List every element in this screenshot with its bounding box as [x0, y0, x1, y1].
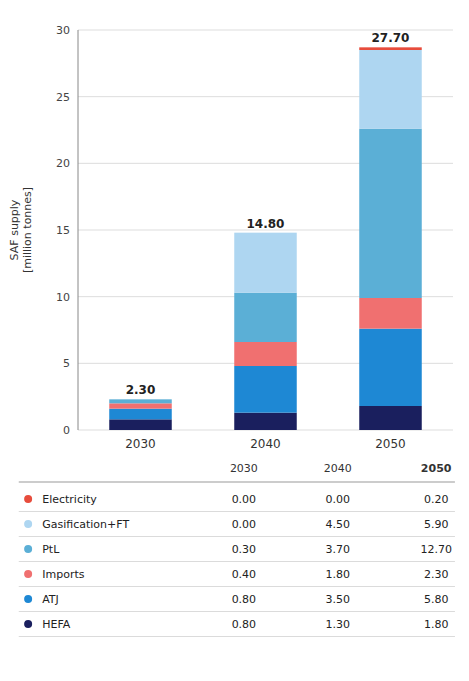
- y-axis-line: [78, 30, 79, 430]
- table-value: 1.80: [424, 618, 449, 631]
- table-value: 3.50: [325, 593, 350, 606]
- table-row-divider: [19, 611, 455, 612]
- x-tick-label: 2050: [375, 437, 406, 451]
- y-axis-label-line: SAF supply: [8, 199, 21, 260]
- table-value: 0.00: [232, 518, 257, 531]
- table-value: 0.00: [325, 493, 350, 506]
- table-row-divider: [19, 511, 455, 512]
- y-tick-label: 30: [56, 24, 70, 37]
- table-row-label: Electricity: [42, 493, 97, 506]
- table-value: 1.30: [325, 618, 350, 631]
- table-dot: [24, 570, 32, 578]
- bar-segment: [109, 399, 172, 400]
- bar-segment: [359, 406, 422, 430]
- bar-segment: [109, 399, 172, 400]
- bar-segment: [109, 419, 172, 430]
- x-tick-label: 2030: [125, 437, 156, 451]
- total-label: 27.70: [372, 31, 410, 45]
- y-tick-label: 5: [63, 357, 70, 370]
- bar-segment: [234, 366, 297, 413]
- bar-segment: [109, 399, 172, 403]
- table-header: 2030: [230, 462, 258, 475]
- table-value: 0.80: [232, 593, 257, 606]
- table-value: 12.70: [420, 543, 452, 556]
- bars: [109, 47, 422, 430]
- bar-segment: [234, 342, 297, 366]
- table-row-label: Gasification+FT: [42, 518, 129, 531]
- y-tick-label: 20: [56, 157, 70, 170]
- table-row-label: HEFA: [42, 618, 71, 631]
- table-value: 0.00: [232, 493, 257, 506]
- table-row-divider: [19, 536, 455, 537]
- table-value: 5.90: [424, 518, 449, 531]
- table-dot: [24, 595, 32, 603]
- table-value: 3.70: [325, 543, 350, 556]
- table-value: 2.30: [424, 568, 449, 581]
- bar-segment: [109, 409, 172, 420]
- x-tick-label: 2040: [250, 437, 281, 451]
- table-row-label: PtL: [42, 543, 60, 556]
- table-dot: [24, 495, 32, 503]
- table-header: 2050: [421, 462, 452, 475]
- bar-segment: [359, 50, 422, 129]
- grid: [78, 30, 453, 430]
- table-value: 0.30: [232, 543, 257, 556]
- table-value: 5.80: [424, 593, 449, 606]
- table-value: 1.80: [325, 568, 350, 581]
- table-dot: [24, 620, 32, 628]
- total-label: 14.80: [247, 217, 285, 231]
- bar-segment: [359, 298, 422, 329]
- bar-segment: [234, 293, 297, 342]
- y-axis-label: SAF supply[million tonnes]: [8, 187, 34, 273]
- table-divider: [19, 482, 455, 483]
- bar-segment: [359, 47, 422, 50]
- table-row-label: Imports: [42, 568, 85, 581]
- table-header: 2040: [324, 462, 352, 475]
- table-row-divider: [19, 586, 455, 587]
- table-row-label: ATJ: [42, 593, 59, 606]
- bar-segment: [109, 403, 172, 408]
- bar-segment: [359, 329, 422, 406]
- bar-segment: [359, 129, 422, 298]
- table-value: 0.40: [232, 568, 257, 581]
- bar-segment: [234, 413, 297, 430]
- table-value: 0.20: [424, 493, 449, 506]
- table-dot: [24, 520, 32, 528]
- table-dot: [24, 545, 32, 553]
- table-value: 4.50: [325, 518, 350, 531]
- bar-segment: [234, 233, 297, 293]
- y-tick-label: 10: [56, 291, 70, 304]
- bar-segment: [234, 232, 297, 233]
- total-label: 2.30: [126, 383, 156, 397]
- table: 2030 2040 2050 Electricity 0.00 0.00 0.20 Gasif…: [19, 462, 455, 637]
- table-value: 0.80: [232, 618, 257, 631]
- y-axis-label-line: [million tonnes]: [21, 187, 34, 273]
- y-tick-label: 15: [56, 224, 70, 237]
- y-tick-label: 0: [63, 424, 70, 437]
- table-row-divider: [19, 636, 455, 637]
- chart: 0 5 10 15 20 25 30 SAF supply[million tonnes] 2.…: [0, 0, 469, 681]
- table-row-divider: [19, 561, 455, 562]
- y-tick-label: 25: [56, 91, 70, 104]
